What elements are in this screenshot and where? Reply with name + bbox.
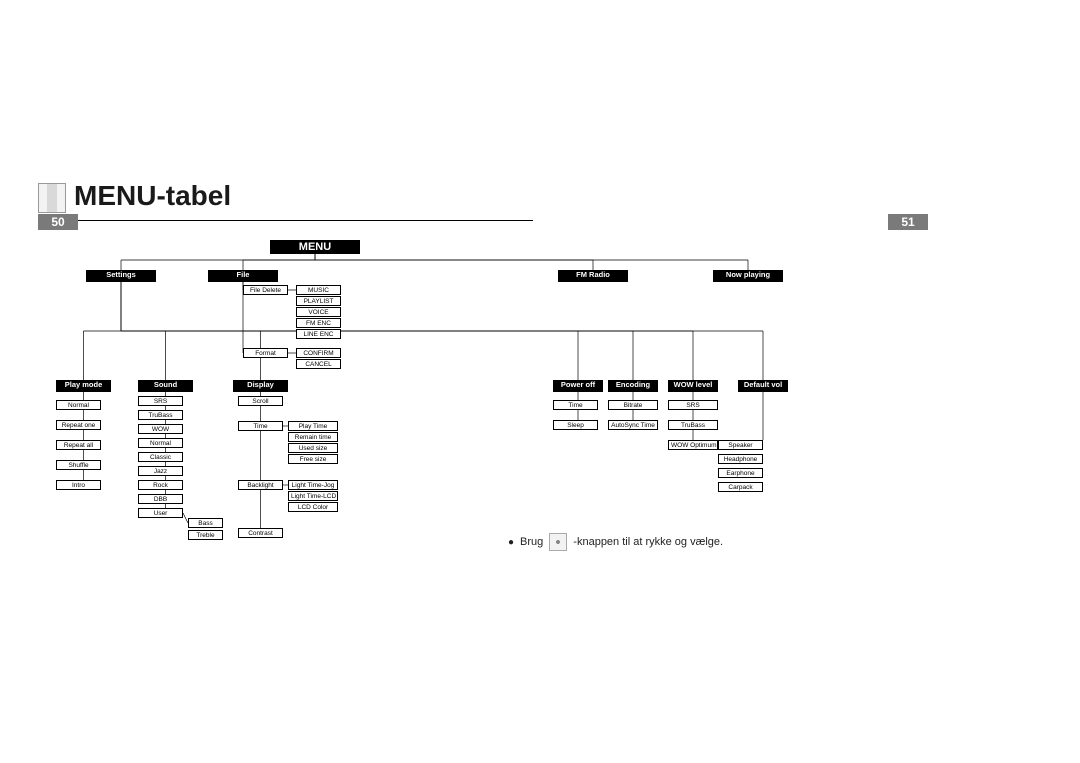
dpt-2: Used size <box>288 443 338 453</box>
fmt-1: CANCEL <box>296 359 341 369</box>
l2-sound: Sound <box>138 380 193 392</box>
file-format: Format <box>243 348 288 358</box>
po-0: Time <box>553 400 598 410</box>
l1-file: File <box>208 270 278 282</box>
dv-3: Carpack <box>718 482 763 492</box>
dpt-0: Play Time <box>288 421 338 431</box>
l2-power-off: Power off <box>553 380 603 392</box>
dp-contrast: Contrast <box>238 528 283 538</box>
wl-1: TruBass <box>668 420 718 430</box>
page-number-left: 50 <box>38 214 78 230</box>
en-1: AutoSync Time <box>608 420 658 430</box>
su-0: Bass <box>188 518 223 528</box>
pm-4: Intro <box>56 480 101 490</box>
helper-pre: Brug <box>520 536 543 548</box>
l1-settings: Settings <box>86 270 156 282</box>
sd-2: WOW <box>138 424 183 434</box>
sd-5: Jazz <box>138 466 183 476</box>
pm-2: Repeat all <box>56 440 101 450</box>
dpt-3: Free size <box>288 454 338 464</box>
helper-post: -knappen til at rykke og vælge. <box>573 536 723 548</box>
dv-1: Headphone <box>718 454 763 464</box>
pm-0: Normal <box>56 400 101 410</box>
l1-fm-radio: FM Radio <box>558 270 628 282</box>
page-title: MENU-tabel <box>74 180 231 212</box>
sd-3: Normal <box>138 438 183 448</box>
dpb-2: LCD Color <box>288 502 338 512</box>
wl-2: WOW Optimum <box>668 440 718 450</box>
dpb-0: Light Time-Jog <box>288 480 338 490</box>
sd-4: Classic <box>138 452 183 462</box>
l2-display: Display <box>233 380 288 392</box>
bullet-icon: ● <box>508 537 514 548</box>
helper-text: ● Brug -knappen til at rykke og vælge. <box>508 533 723 551</box>
dpt-1: Remain time <box>288 432 338 442</box>
title-rule <box>38 220 533 221</box>
l2-play-mode: Play mode <box>56 380 111 392</box>
fd-1: PLAYLIST <box>296 296 341 306</box>
root-menu: MENU <box>270 240 360 254</box>
dp-backlight: Backlight <box>238 480 283 490</box>
pm-3: Shuffle <box>56 460 101 470</box>
dp-time: Time <box>238 421 283 431</box>
fmt-0: CONFIRM <box>296 348 341 358</box>
fd-4: LINE ENC <box>296 329 341 339</box>
l1-now-playing: Now playing <box>713 270 783 282</box>
fd-0: MUSIC <box>296 285 341 295</box>
dv-2: Earphone <box>718 468 763 478</box>
sd-6: Rock <box>138 480 183 490</box>
sd-0: SRS <box>138 396 183 406</box>
dv-0: Speaker <box>718 440 763 450</box>
su-1: Treble <box>188 530 223 540</box>
pm-1: Repeat one <box>56 420 101 430</box>
l2-wow-level: WOW level <box>668 380 718 392</box>
sd-8: User <box>138 508 183 518</box>
dp-scroll: Scroll <box>238 396 283 406</box>
l2-default-vol: Default vol <box>738 380 788 392</box>
fd-3: FM ENC <box>296 318 341 328</box>
po-1: Sleep <box>553 420 598 430</box>
title-decoration <box>38 183 66 213</box>
en-0: Bitrate <box>608 400 658 410</box>
page-number-right: 51 <box>888 214 928 230</box>
sd-1: TruBass <box>138 410 183 420</box>
menu-tree-diagram: MENU Settings File FM Radio Now playing File … <box>38 240 1038 580</box>
sd-7: DBB <box>138 494 183 504</box>
wl-0: SRS <box>668 400 718 410</box>
file-delete: File Delete <box>243 285 288 295</box>
dpb-1: Light Time-LCD <box>288 491 338 501</box>
fd-2: VOICE <box>296 307 341 317</box>
navigation-icon <box>549 533 567 551</box>
l2-encoding: Encoding <box>608 380 658 392</box>
